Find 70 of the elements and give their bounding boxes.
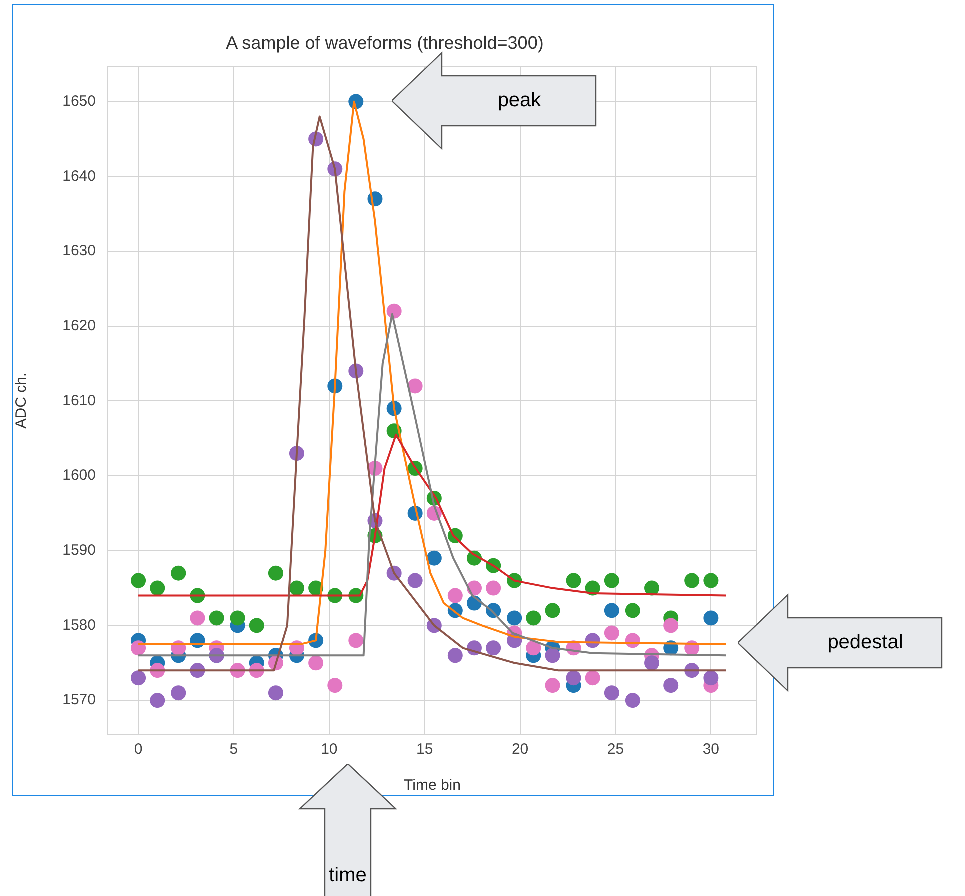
- point: [448, 648, 463, 664]
- point: [150, 693, 166, 708]
- chart-title: A sample of waveforms (threshold=300): [226, 32, 544, 53]
- point: [486, 580, 502, 596]
- y-tick-label: 1570: [62, 692, 96, 709]
- point: [131, 573, 146, 588]
- point: [585, 670, 600, 686]
- point: [664, 678, 679, 694]
- point: [289, 580, 304, 596]
- x-tick-label: 0: [134, 741, 143, 758]
- point: [526, 610, 542, 626]
- point: [625, 693, 640, 708]
- y-tick-label: 1580: [62, 616, 96, 634]
- point: [604, 573, 620, 588]
- x-axis-title: Time bin: [404, 777, 461, 794]
- point: [704, 573, 719, 588]
- point: [644, 656, 660, 671]
- point: [131, 640, 146, 656]
- point: [190, 610, 206, 626]
- callout-arrow: pedestal: [738, 593, 943, 693]
- point: [408, 378, 423, 394]
- point: [171, 686, 186, 701]
- point: [308, 656, 324, 671]
- point: [426, 550, 442, 566]
- y-tick-label: 1640: [62, 168, 96, 185]
- callout-arrow: time: [298, 764, 398, 896]
- y-tick-label: 1650: [62, 92, 96, 110]
- y-tick-label: 1630: [62, 242, 96, 260]
- y-tick-label: 1610: [62, 392, 96, 410]
- y-tick-label: 1590: [62, 542, 96, 560]
- point: [664, 618, 679, 634]
- point: [507, 610, 522, 626]
- point: [328, 678, 343, 694]
- point: [348, 633, 364, 648]
- x-tick-label: 25: [607, 741, 624, 758]
- point: [604, 603, 620, 618]
- x-tick-label: 20: [512, 741, 529, 758]
- y-axis-title: ADC ch.: [13, 372, 30, 429]
- y-tick-label: 1600: [62, 467, 96, 484]
- point: [268, 686, 284, 701]
- annotation: peak: [498, 90, 542, 112]
- point: [704, 610, 719, 626]
- point: [249, 618, 264, 634]
- point: [566, 573, 582, 588]
- point: [545, 603, 560, 618]
- point: [625, 603, 640, 618]
- point: [209, 610, 224, 626]
- point: [150, 580, 166, 596]
- y-tick-label: 1620: [62, 317, 96, 334]
- point: [486, 640, 502, 656]
- point: [131, 670, 146, 686]
- point: [386, 304, 402, 319]
- point: [604, 626, 620, 641]
- point: [448, 588, 463, 604]
- point: [545, 678, 560, 694]
- point: [604, 686, 620, 701]
- point: [268, 566, 284, 581]
- x-tick-label: 15: [416, 741, 434, 758]
- x-tick-label: 10: [321, 741, 338, 758]
- point: [644, 580, 660, 596]
- point: [545, 648, 560, 664]
- point: [566, 670, 582, 686]
- point: [408, 573, 423, 588]
- point: [704, 670, 719, 686]
- point: [230, 610, 246, 626]
- point: [684, 573, 700, 588]
- x-tick-label: 5: [230, 741, 238, 758]
- point: [171, 566, 186, 581]
- point: [526, 640, 542, 656]
- x-tick-label: 30: [702, 741, 720, 758]
